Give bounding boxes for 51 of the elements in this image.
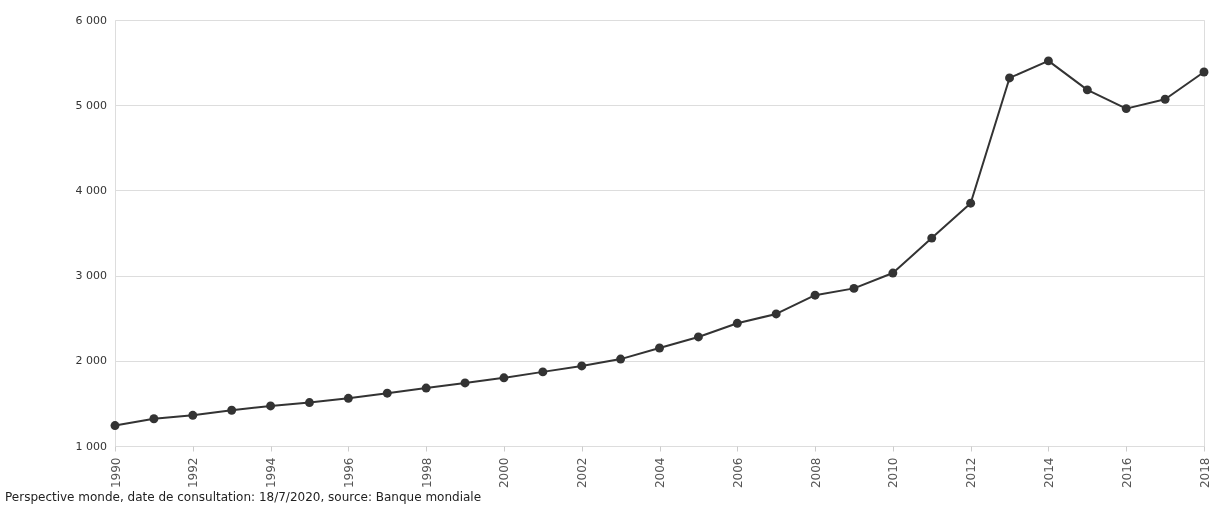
point <box>421 383 431 393</box>
point <box>1199 67 1209 77</box>
x-tick-label: 1994 <box>264 457 279 489</box>
y-tick-label: 2 000 <box>75 354 107 368</box>
point <box>1005 73 1015 83</box>
x-tick-label: 2016 <box>1119 457 1134 489</box>
x-tick-label: 2010 <box>886 457 901 489</box>
x-tick-label: 1996 <box>341 457 356 489</box>
point <box>149 414 159 424</box>
point <box>771 309 781 319</box>
x-tick-label: 2012 <box>964 457 979 489</box>
x-tick-label: 2000 <box>497 457 512 489</box>
point <box>966 198 976 208</box>
point <box>382 388 392 398</box>
point <box>188 410 198 420</box>
point <box>538 367 548 377</box>
point <box>1160 94 1170 104</box>
point <box>693 332 703 342</box>
x-tick-label: 2008 <box>808 457 823 489</box>
point <box>499 373 509 383</box>
x-tick-label: 2006 <box>730 457 745 489</box>
y-tick-label: 6 000 <box>75 13 107 27</box>
point <box>849 283 859 293</box>
point <box>304 398 314 408</box>
point <box>655 343 664 353</box>
point <box>1121 104 1131 114</box>
point <box>343 393 353 403</box>
y-tick-label: 4 000 <box>75 183 107 197</box>
x-tick-label: 2002 <box>575 457 590 489</box>
point <box>1043 56 1053 66</box>
point <box>577 361 587 371</box>
x-tick-label: 1992 <box>186 457 201 489</box>
point <box>266 401 276 411</box>
point <box>927 233 937 243</box>
x-tick-label: 2004 <box>653 457 667 489</box>
y-tick-label: 3 000 <box>75 269 107 283</box>
point <box>1082 85 1092 95</box>
point <box>888 268 898 278</box>
y-tick-label: 1 000 <box>75 439 107 453</box>
point <box>460 378 470 388</box>
point <box>227 405 237 415</box>
point <box>810 290 820 300</box>
point <box>732 318 742 328</box>
x-tick-label: 2018 <box>1197 457 1212 489</box>
x-tick-label: 1990 <box>108 457 123 489</box>
x-tick-label: 1998 <box>419 457 434 489</box>
point <box>616 354 626 364</box>
y-tick-label: 5 000 <box>75 98 107 112</box>
point <box>110 421 120 431</box>
text: Perspective monde, date de consultation: 18/7/2020, source: Banque mondiale <box>5 489 482 504</box>
x-tick-label: 2014 <box>1041 457 1056 489</box>
